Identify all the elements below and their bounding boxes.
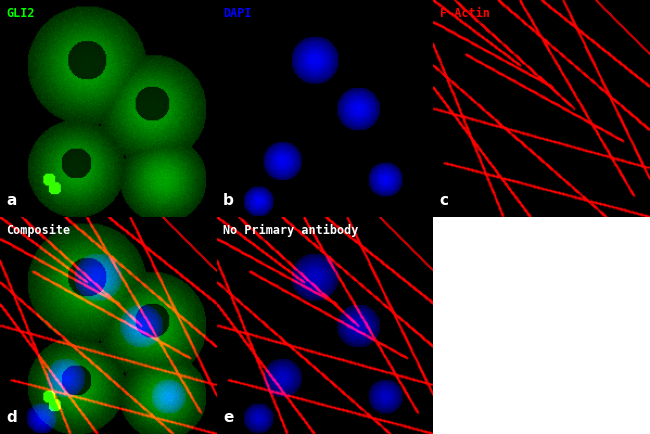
Text: DAPI: DAPI [223,7,252,20]
Text: Composite: Composite [6,224,71,237]
Text: F-Actin: F-Actin [440,7,489,20]
Text: c: c [440,193,448,208]
Text: b: b [223,193,234,208]
Text: a: a [6,193,17,208]
Text: e: e [223,410,233,425]
Text: d: d [6,410,18,425]
Text: GLI2: GLI2 [6,7,35,20]
Text: No Primary antibody: No Primary antibody [223,224,359,237]
